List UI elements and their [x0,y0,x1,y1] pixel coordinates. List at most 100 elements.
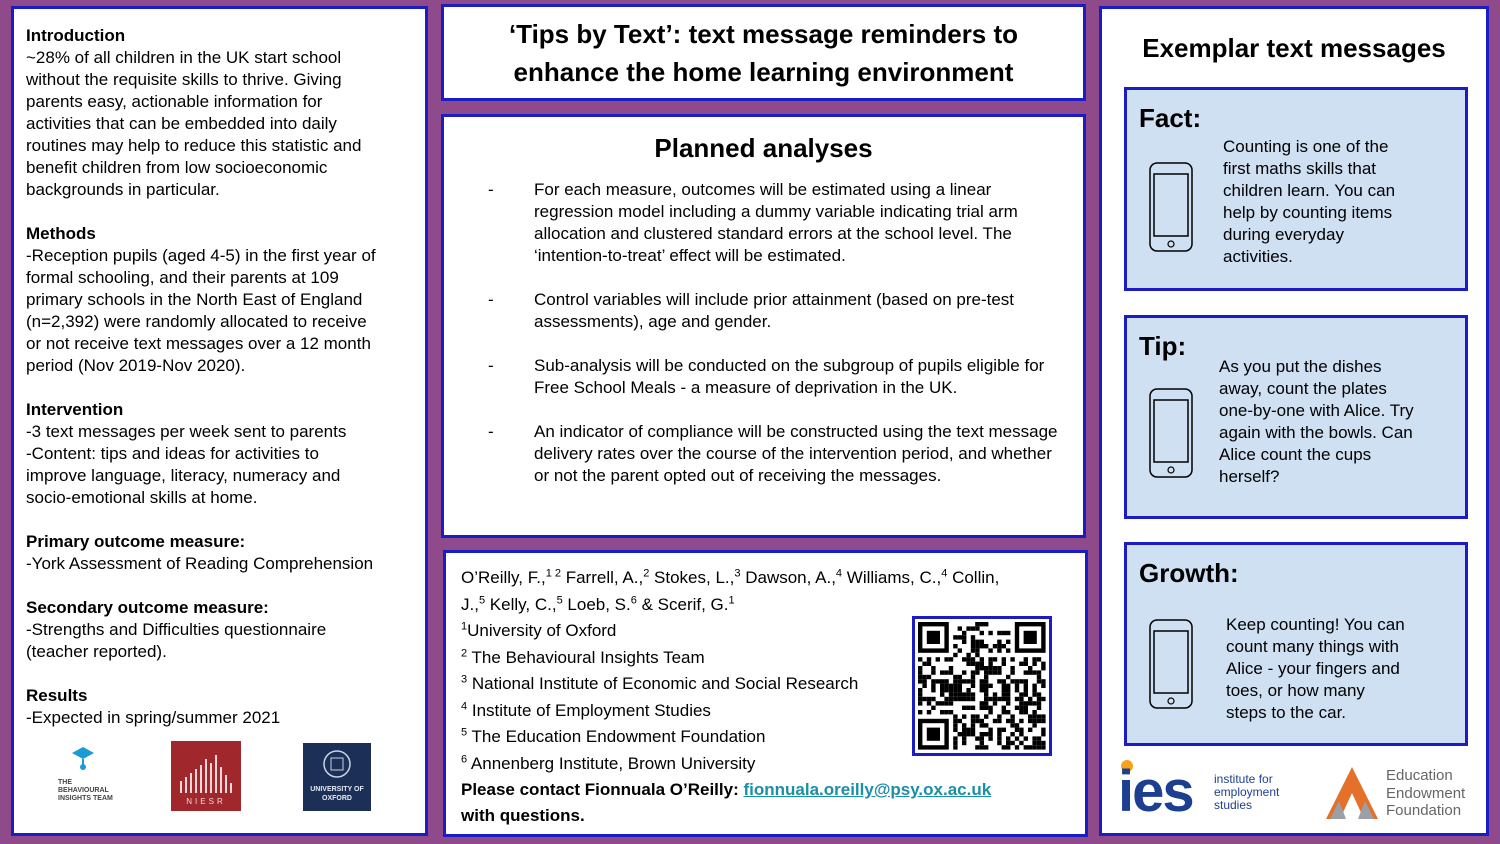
author-list: O’Reilly, F.,1 2 Farrell, A.,2 Stokes, L… [461,565,1073,592]
analysis-bullet: - For each measure, outcomes will be est… [444,179,1083,267]
affiliation-name: University of Oxford [467,621,617,640]
analysis-bullet: - Sub-analysis will be conducted on the … [444,355,1083,399]
bit-logo: THE BEHAVIOURAL INSIGHTS TEAM [46,745,126,809]
card-title: Growth: [1139,558,1239,588]
author-sup: 5 [478,593,486,606]
message-card-growth: Growth: Keep counting! You can count man… [1124,542,1468,746]
section-heading: Methods [26,224,96,243]
author-name: O’Reilly, F., [461,568,546,587]
eef-logo: Education Endowment Foundation [1324,763,1484,823]
author-sup: 5 [556,593,563,606]
ies-logo: ies institute for employment studies [1116,757,1306,821]
affiliation-sup: 4 [461,699,468,712]
planned-analyses-panel: Planned analyses - For each measure, out… [441,114,1086,538]
contact-line: Please contact Fionnuala O’Reilly: fionn… [461,777,1073,829]
author-sup: 4 [835,567,843,580]
affiliation-name: The Behavioural Insights Team [471,647,705,667]
card-text: As you put the dishes away, count the pl… [1219,357,1414,486]
niesr-logo-text: NIESR [186,797,226,806]
exemplar-heading: Exemplar text messages [1142,33,1446,63]
section-body: -Strengths and Difficulties questionnair… [26,620,327,661]
poster-title-box: ‘Tips by Text’: text message reminders t… [441,4,1086,101]
bullet-text: Control variables will include prior att… [534,290,1015,331]
left-panel: Introduction ~28% of all children in the… [11,6,428,836]
section-methods: Methods -Reception pupils (aged 4-5) in … [26,223,413,377]
section-results: Results -Expected in spring/summer 2021 [26,685,413,729]
bullet-text: Sub-analysis will be conducted on the su… [534,356,1045,397]
author-name: & Scerif, G. [636,594,729,614]
authors-panel: O’Reilly, F.,1 2 Farrell, A.,2 Stokes, L… [443,550,1088,837]
ies-dot-icon [1121,760,1133,772]
affiliation-sup: 3 [461,673,468,686]
affiliation: 3 National Institute of Economic and Soc… [461,671,1073,698]
analysis-bullet: - An indicator of compliance will be con… [444,421,1083,487]
author-name: Stokes, L., [649,568,735,587]
affiliation-name: Annenberg Institute, Brown University [470,753,756,773]
bit-logo-text: THE BEHAVIOURAL INSIGHTS TEAM [58,779,113,802]
author-name: Dawson, A., [740,568,836,587]
section-body: -Expected in spring/summer 2021 [26,708,281,727]
affiliation: 5 The Education Endowment Foundation [461,724,1073,751]
affiliation-name: Institute of Employment Studies [471,700,711,720]
bullet-text: An indicator of compliance will be const… [534,422,1058,485]
section-secondary-outcome: Secondary outcome measure: -Strengths an… [26,597,413,663]
message-card-tip: Tip: As you put the dishes away, count t… [1124,315,1468,519]
phone-icon [1149,162,1193,252]
oxford-logo-text: UNIVERSITY OF OXFORD [310,786,364,802]
section-intervention: Intervention -3 text messages per week s… [26,399,413,509]
author-name: Williams, C., [842,568,942,587]
author-name: J., [461,594,479,614]
author-name: Farrell, A., [561,568,644,587]
author-name: Loeb, S. [562,594,631,614]
analysis-bullet: - Control variables will include prior a… [444,289,1083,333]
affiliation-sup: 6 [461,752,468,765]
poster-title: ‘Tips by Text’: text message reminders t… [509,15,1018,91]
section-heading: Introduction [26,26,126,45]
affiliation: 4 Institute of Employment Studies [461,698,1073,725]
bullet-text: For each measure, outcomes will be estim… [534,180,1018,265]
contact-email-link[interactable]: fionnuala.oreilly@psy.ox.ac.uk [743,780,992,799]
title-line-2: enhance the home learning environment [513,56,1014,87]
author-sup: 1 2 [545,567,561,580]
message-card-fact: Fact: Counting is one of the first maths… [1124,87,1468,291]
affiliation-sup: 1 [461,620,468,633]
section-heading: Results [26,686,88,705]
card-text: Keep counting! You can count many things… [1226,615,1405,722]
author-sup: 2 [643,567,650,580]
section-primary-outcome: Primary outcome measure: -York Assessmen… [26,531,413,575]
ies-logo-text: institute for employment studies [1214,772,1280,812]
author-list-continued: J.,5 Kelly, C.,5 Loeb, S.6 & Scerif, G.1 [461,592,1073,619]
section-heading: Intervention [26,400,124,419]
niesr-logo: NIESR [171,741,241,811]
section-heading: Primary outcome measure: [26,532,246,551]
planned-analyses-heading: Planned analyses [654,133,873,163]
author-sup: 3 [734,567,741,580]
card-text: Counting is one of the first maths skill… [1223,137,1396,266]
section-body: -York Assessment of Reading Comprehensio… [26,554,374,573]
author-name: Collin, [947,568,1000,587]
exemplar-messages-panel: Exemplar text messages Fact: Counting is… [1099,6,1489,836]
section-heading: Secondary outcome measure: [26,598,269,617]
affiliation: 6 Annenberg Institute, Brown University [461,751,1073,778]
affiliation: 1University of Oxford [461,618,1073,645]
title-line-1: ‘Tips by Text’: text message reminders t… [508,18,1019,49]
qr-code[interactable] [912,616,1052,756]
bullet-dash: - [488,356,494,375]
card-title: Tip: [1139,331,1187,361]
oxford-crest-icon [323,750,351,778]
affiliation-name: The Education Endowment Foundation [471,727,766,746]
affiliation-name: National Institute of Economic and Socia… [471,674,859,693]
bullet-dash: - [488,422,494,441]
card-title: Fact: [1139,103,1202,133]
author-name: Kelly, C., [485,594,557,614]
niesr-bars-icon [180,755,232,793]
section-body: -3 text messages per week sent to parent… [26,422,347,507]
affiliation: 2 The Behavioural Insights Team [461,645,1073,672]
contact-suffix: with questions. [461,806,585,825]
bullet-dash: - [488,180,494,199]
phone-icon [1149,619,1193,709]
contact-prefix: Please contact Fionnuala O’Reilly: [461,780,744,799]
affiliation-sup: 2 [461,646,468,659]
author-sup: 4 [941,567,948,580]
eef-triangle-icon [1326,767,1378,819]
